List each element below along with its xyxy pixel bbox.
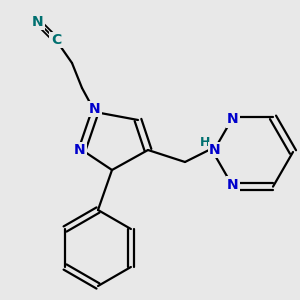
Text: N: N <box>74 143 86 157</box>
Text: H: H <box>200 136 210 148</box>
Text: N: N <box>209 143 221 157</box>
Text: N: N <box>89 102 101 116</box>
Text: N: N <box>227 112 239 126</box>
Text: N: N <box>227 178 239 192</box>
Text: C: C <box>51 33 61 47</box>
Text: N: N <box>32 15 44 29</box>
